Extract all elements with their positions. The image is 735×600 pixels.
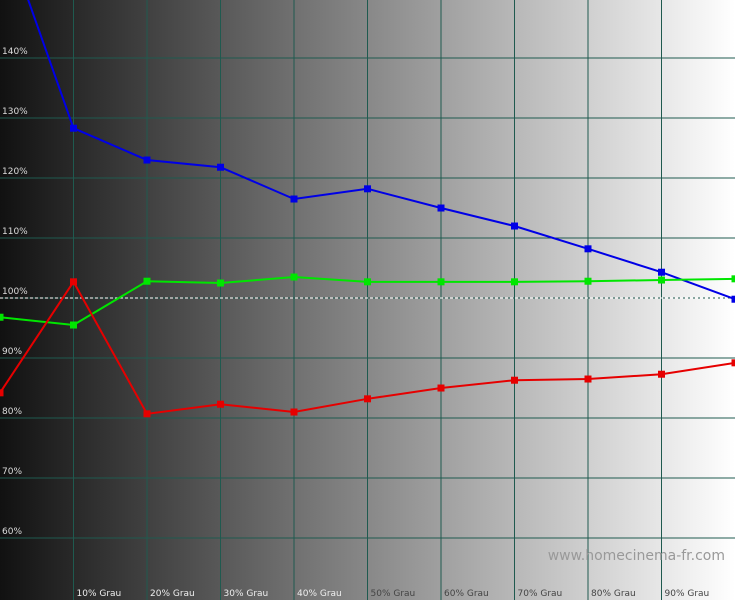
data-point [511,376,518,384]
data-point [143,277,151,285]
y-tick-label: 70% [2,467,22,477]
data-point [70,124,77,132]
y-tick-label: 110% [2,227,28,237]
data-point [658,268,665,276]
data-point [658,276,665,284]
data-point [290,408,298,416]
y-tick-label: 80% [2,407,22,417]
data-point [364,395,371,403]
y-tick-label: 130% [2,107,28,117]
x-tick-label: 60% Grau [444,589,489,599]
data-point [143,410,151,418]
data-point [290,273,298,281]
data-point [437,384,445,392]
data-point [0,389,4,397]
data-point [217,163,224,171]
data-point [658,370,665,378]
data-point [217,279,224,287]
data-point [217,400,224,408]
x-tick-label: 80% Grau [591,589,636,599]
y-tick-label: 140% [2,47,28,57]
y-tick-label: 90% [2,347,22,357]
data-point [731,275,735,283]
data-point [70,321,77,329]
data-point [364,185,371,193]
y-tick-label: 120% [2,167,28,177]
x-tick-label: 30% Grau [224,589,269,599]
data-point [364,278,371,286]
data-point [731,359,735,367]
data-point [511,278,518,286]
x-tick-label: 40% Grau [297,589,342,599]
data-point [437,204,445,212]
data-point [143,156,151,164]
y-tick-label: 60% [2,527,22,537]
x-tick-label: 20% Grau [150,589,195,599]
data-point [584,375,592,383]
watermark: www.homecinema-fr.com [548,548,725,564]
x-tick-label: 10% Grau [77,589,122,599]
x-tick-label: 90% Grau [665,589,710,599]
data-point [70,278,77,286]
data-point [437,278,445,286]
data-point [584,245,592,253]
data-point [290,195,298,203]
y-tick-label: 100% [2,287,28,297]
data-point [731,295,735,303]
x-tick-label: 70% Grau [518,589,563,599]
data-point [584,277,592,285]
x-tick-label: 50% Grau [371,589,416,599]
data-point [0,313,4,321]
data-point [511,222,518,230]
